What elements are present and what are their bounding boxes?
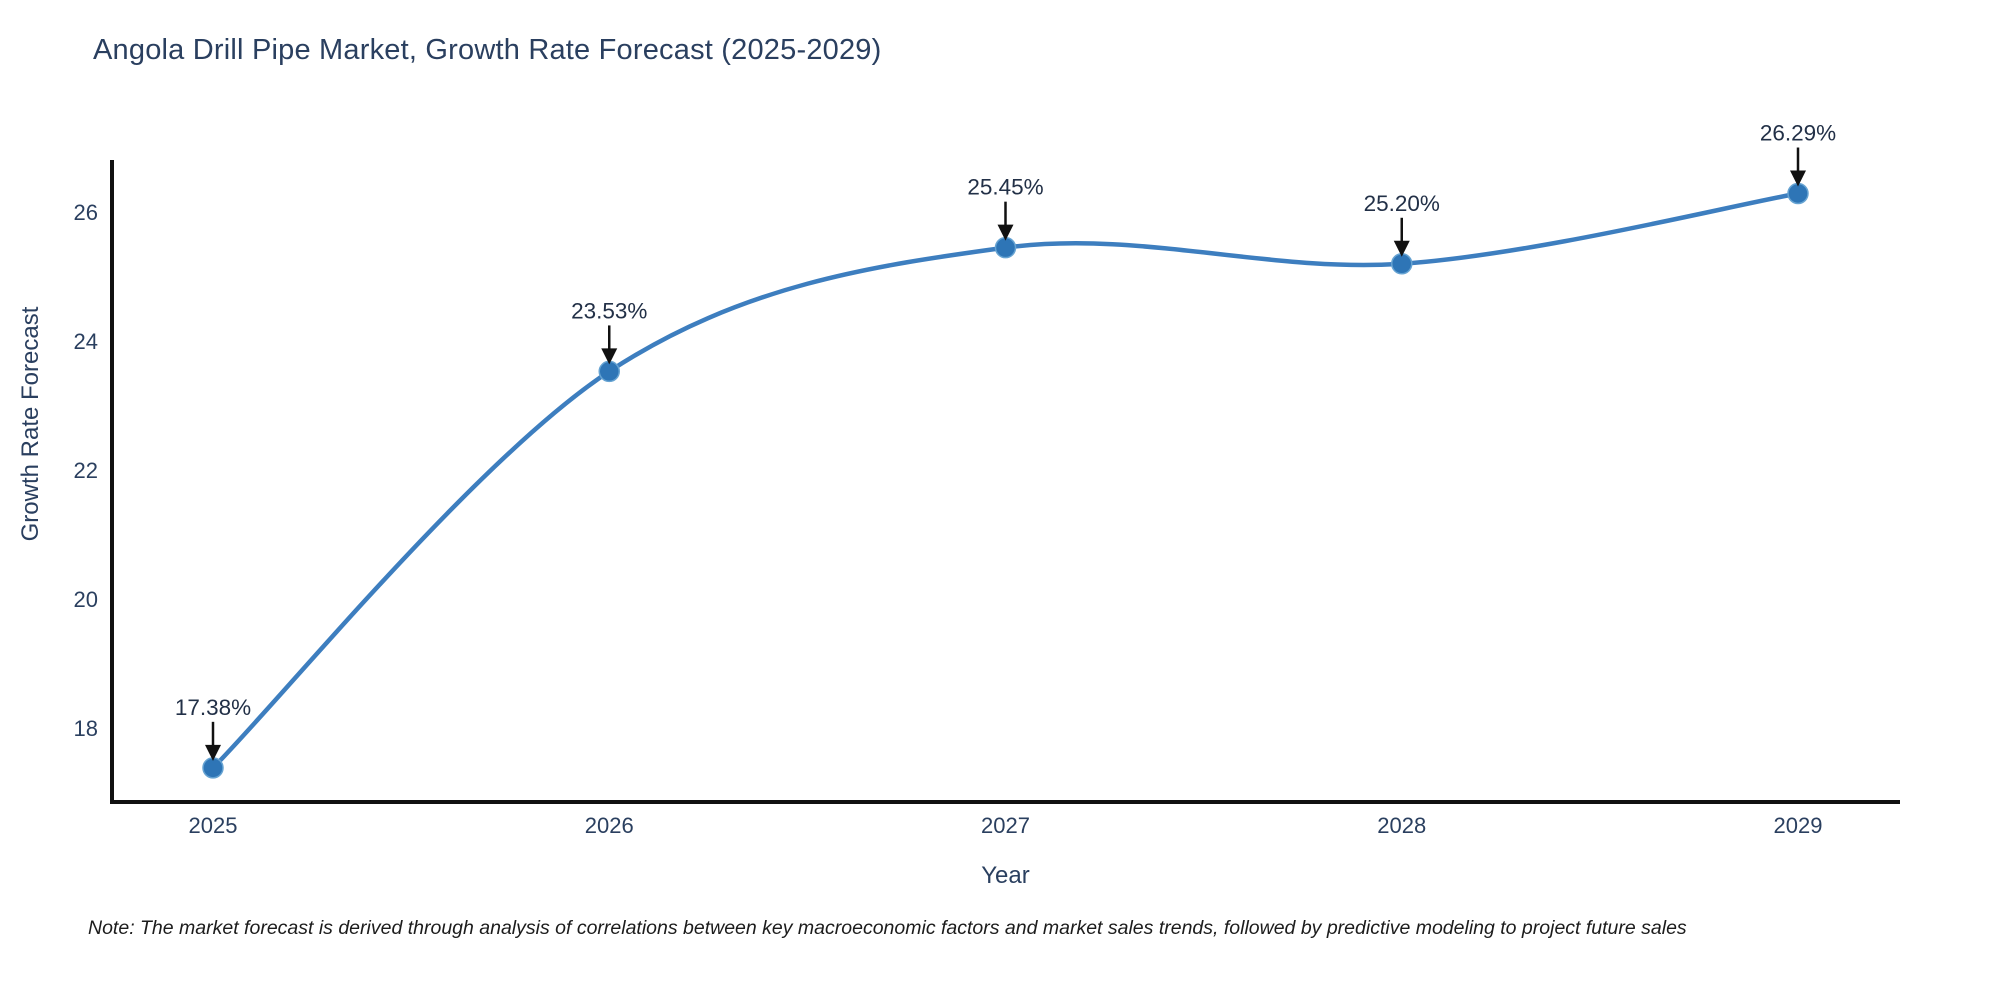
annotation-arrowhead-icon [601,348,618,365]
data-point-value-label: 23.53% [571,298,647,323]
x-tick-label: 2028 [1377,813,1426,838]
x-tick-label: 2027 [981,813,1030,838]
forecast-trend-line [210,191,1801,771]
data-point-value-label: 17.38% [175,695,251,720]
y-tick-label: 26 [74,200,98,225]
data-point-value-label: 25.45% [967,175,1043,200]
y-tick-label: 22 [74,458,98,483]
annotation-arrowhead-icon [1790,170,1806,187]
annotation-arrowhead-icon [1393,240,1410,257]
y-tick-label: 20 [74,587,98,612]
y-tick-label: 24 [74,329,98,354]
annotation-arrowhead-icon [997,224,1014,241]
y-axis-title: Growth Rate Forecast [17,306,44,541]
chart-title: Angola Drill Pipe Market, Growth Rate Fo… [93,34,882,66]
methodology-note: Note: The market forecast is derived thr… [88,917,1687,939]
x-tick-label: 2026 [585,813,634,838]
x-axis-title: Year [981,862,1030,889]
x-tick-label: 2025 [189,813,238,838]
annotation-arrowhead-icon [205,744,221,761]
data-point-value-label: 25.20% [1364,191,1440,216]
x-tick-label: 2029 [1774,813,1823,838]
y-tick-label: 18 [74,716,98,741]
data-point-value-label: 26.29% [1760,121,1836,146]
